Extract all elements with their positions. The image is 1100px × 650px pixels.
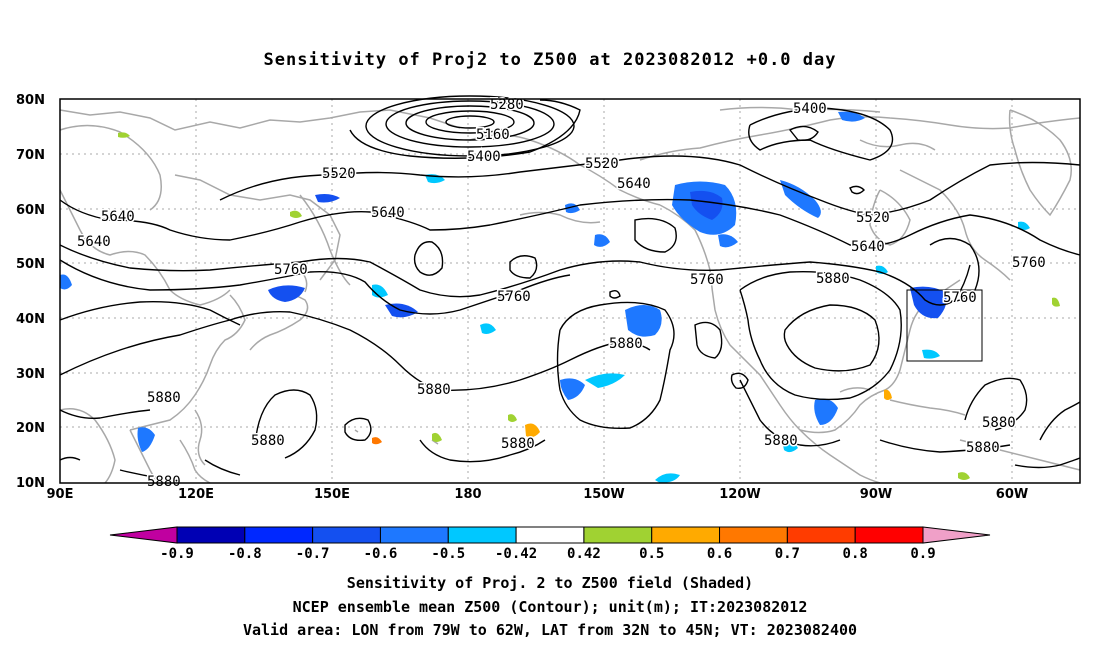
lat-label: 20N	[16, 421, 45, 436]
colorbar-segment	[447, 526, 517, 544]
colorbar-segment	[786, 526, 856, 544]
z500-contours	[59, 95, 1081, 479]
contour-label: 5760	[690, 272, 724, 288]
contour-label: 5880	[251, 433, 285, 449]
contour-label: 5520	[322, 166, 356, 182]
lon-label: 150E	[314, 487, 350, 502]
colorbar-tick-label: 0.9	[910, 546, 935, 562]
contour-label: 5520	[585, 156, 619, 172]
lat-label: 80N	[16, 93, 45, 108]
contour-label: 5400	[467, 149, 501, 165]
lat-label: 30N	[16, 367, 45, 382]
contour-label: 5640	[371, 205, 405, 221]
contour-label: 5400	[793, 101, 827, 117]
contour-label: 5280	[490, 97, 524, 113]
colorbar-segment	[515, 526, 585, 544]
caption-line-2: NCEP ensemble mean Z500 (Contour); unit(…	[292, 598, 808, 616]
colorbar-tick-label: -0.9	[160, 546, 194, 562]
lon-label: 90W	[860, 487, 892, 502]
lat-label: 60N	[16, 203, 45, 218]
contour-labels: 5280 5160 5400 5400 5520 5520 5640 5640 …	[76, 96, 1048, 492]
contour-label: 5880	[816, 271, 850, 287]
colorbar-tick-label: 0.8	[843, 546, 868, 562]
graticule	[60, 99, 1080, 483]
contour-label: 5880	[982, 415, 1016, 431]
colorbar-tick-label: -0.42	[495, 546, 537, 562]
colorbar-tick-label: 0.7	[775, 546, 800, 562]
longitude-labels: 90E 120E 150E 180 150W 120W 90W 60W	[47, 487, 1029, 502]
map-area: 5280 5160 5400 5400 5520 5520 5640 5640 …	[59, 95, 1081, 492]
lat-label: 10N	[16, 476, 45, 491]
lon-label: 120E	[178, 487, 214, 502]
contour-label: 5760	[943, 290, 977, 306]
contour-label: 5520	[856, 210, 890, 226]
caption-line-3: Valid area: LON from 79W to 62W, LAT fro…	[242, 621, 858, 639]
latitude-labels: 80N 70N 60N 50N 40N 30N 20N 10N	[16, 93, 45, 491]
colorbar-segment	[379, 526, 449, 544]
colorbar-tick-label: -0.6	[364, 546, 398, 562]
colorbar-segment	[176, 526, 246, 544]
colorbar-tick-label: -0.5	[431, 546, 465, 562]
sensitivity-shading	[60, 111, 1060, 483]
colorbar-segment	[312, 526, 381, 544]
lon-label: 150W	[583, 487, 624, 502]
contour-label: 5880	[966, 440, 1000, 456]
colorbar-right-triangle	[922, 526, 991, 544]
colorbar-left-triangle	[109, 526, 178, 544]
contour-label: 5760	[497, 289, 531, 305]
chart-title: Sensitivity of Proj2 to Z500 at 20230820…	[263, 50, 837, 70]
colorbar-segment	[583, 526, 653, 544]
contour-label: 5880	[764, 433, 798, 449]
colorbar-tick-label: -0.8	[228, 546, 262, 562]
colorbar-segment	[244, 526, 314, 544]
contour-label: 5640	[617, 176, 651, 192]
contour-label: 5880	[147, 390, 181, 406]
colorbar-segment	[719, 526, 788, 544]
contour-label: 5760	[1012, 255, 1046, 271]
lat-label: 50N	[16, 257, 45, 272]
colorbar-tick-label: 0.5	[639, 546, 664, 562]
contour-label: 5760	[274, 262, 308, 278]
lat-label: 40N	[16, 312, 45, 327]
contour-label: 5880	[501, 436, 535, 452]
lat-label: 70N	[16, 148, 45, 163]
caption-line-1: Sensitivity of Proj. 2 to Z500 field (Sh…	[346, 574, 754, 592]
contour-label: 5880	[417, 382, 451, 398]
contour-label: 5880	[147, 474, 181, 490]
colorbar-segment	[854, 526, 924, 544]
colorbar-tick-label: 0.42	[567, 546, 601, 562]
lon-label: 180	[454, 487, 481, 502]
colorbar-tick-label: 0.6	[707, 546, 732, 562]
contour-label: 5640	[101, 209, 135, 225]
contour-label: 5160	[476, 127, 510, 143]
contour-label: 5640	[851, 239, 885, 255]
lon-label: 90E	[47, 487, 74, 502]
colorbar: -0.9 -0.8 -0.7 -0.6 -0.5 -0.42 0.42 0.5 0.6 0.7 0.…	[109, 526, 991, 562]
contour-label: 5640	[77, 234, 111, 250]
lon-label: 120W	[719, 487, 760, 502]
colorbar-tick-label: -0.7	[296, 546, 330, 562]
colorbar-segment	[651, 526, 721, 544]
contour-label: 5880	[609, 336, 643, 352]
lon-label: 60W	[996, 487, 1028, 502]
validation-area-box	[906, 289, 983, 362]
